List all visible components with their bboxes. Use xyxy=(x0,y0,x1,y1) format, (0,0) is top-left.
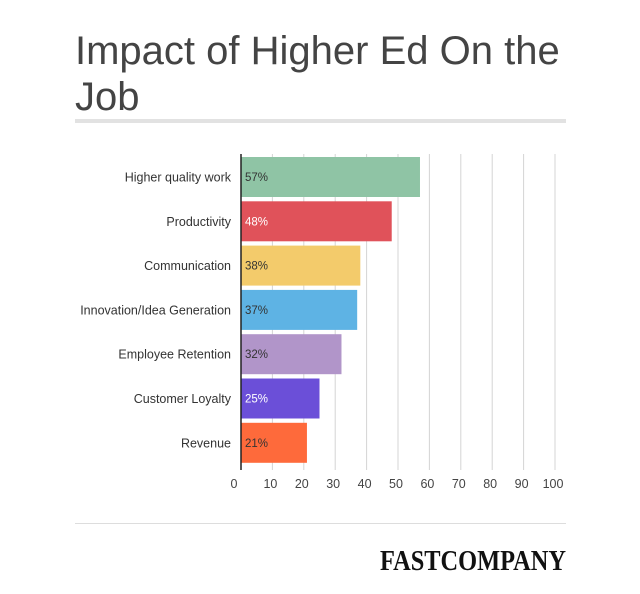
x-tick-label: 10 xyxy=(263,477,277,491)
bar-value-label: 25% xyxy=(245,394,268,406)
x-tick-label: 70 xyxy=(452,477,466,491)
bar xyxy=(241,378,320,419)
bar xyxy=(241,157,420,197)
category-label: Innovation/Idea Generation xyxy=(80,303,231,317)
fast-company-logo: FASTCOMPANY xyxy=(380,545,566,576)
x-tick-label: 0 xyxy=(231,477,238,491)
category-label: Higher quality work xyxy=(125,171,232,185)
x-tick-label: 60 xyxy=(420,477,434,491)
bar xyxy=(241,422,307,463)
bar-value-label: 32% xyxy=(245,349,268,361)
category-label: Productivity xyxy=(166,215,231,229)
bar xyxy=(241,334,342,375)
x-tick-label: 90 xyxy=(515,477,529,491)
x-tick-label: 100 xyxy=(543,477,564,491)
category-label: Customer Loyalty xyxy=(134,392,232,406)
category-label: Employee Retention xyxy=(118,348,231,362)
svg-text:FASTCOMPANY: FASTCOMPANY xyxy=(380,545,566,576)
bar xyxy=(241,245,361,286)
chart-title: Impact of Higher Ed On the Job xyxy=(75,29,560,119)
value-labels: 57% 48% 38% 37% 32% 25% 21% xyxy=(245,172,268,450)
x-tick-label: 40 xyxy=(358,477,372,491)
bar-value-label: 38% xyxy=(245,261,268,273)
bar-value-label: 57% xyxy=(245,172,268,184)
category-label: Communication xyxy=(144,259,231,273)
bar-value-label: 48% xyxy=(245,216,268,228)
category-labels: Higher quality work Productivity Communica… xyxy=(80,171,232,451)
category-label: Revenue xyxy=(181,436,231,450)
bar-chart: Higher quality work Productivity Communica… xyxy=(80,154,564,491)
x-tick-label: 30 xyxy=(326,477,340,491)
footer-divider xyxy=(75,523,566,524)
bar-value-label: 21% xyxy=(245,438,268,450)
bar xyxy=(241,289,358,330)
x-tick-label: 50 xyxy=(389,477,403,491)
bar xyxy=(241,201,392,242)
x-tick-label: 80 xyxy=(483,477,497,491)
bar-value-label: 37% xyxy=(245,305,268,317)
x-tick-labels: 0 10 20 30 40 50 60 70 80 90 100 xyxy=(231,477,564,491)
bars xyxy=(241,157,420,463)
x-tick-label: 20 xyxy=(295,477,309,491)
title-divider xyxy=(75,119,566,123)
